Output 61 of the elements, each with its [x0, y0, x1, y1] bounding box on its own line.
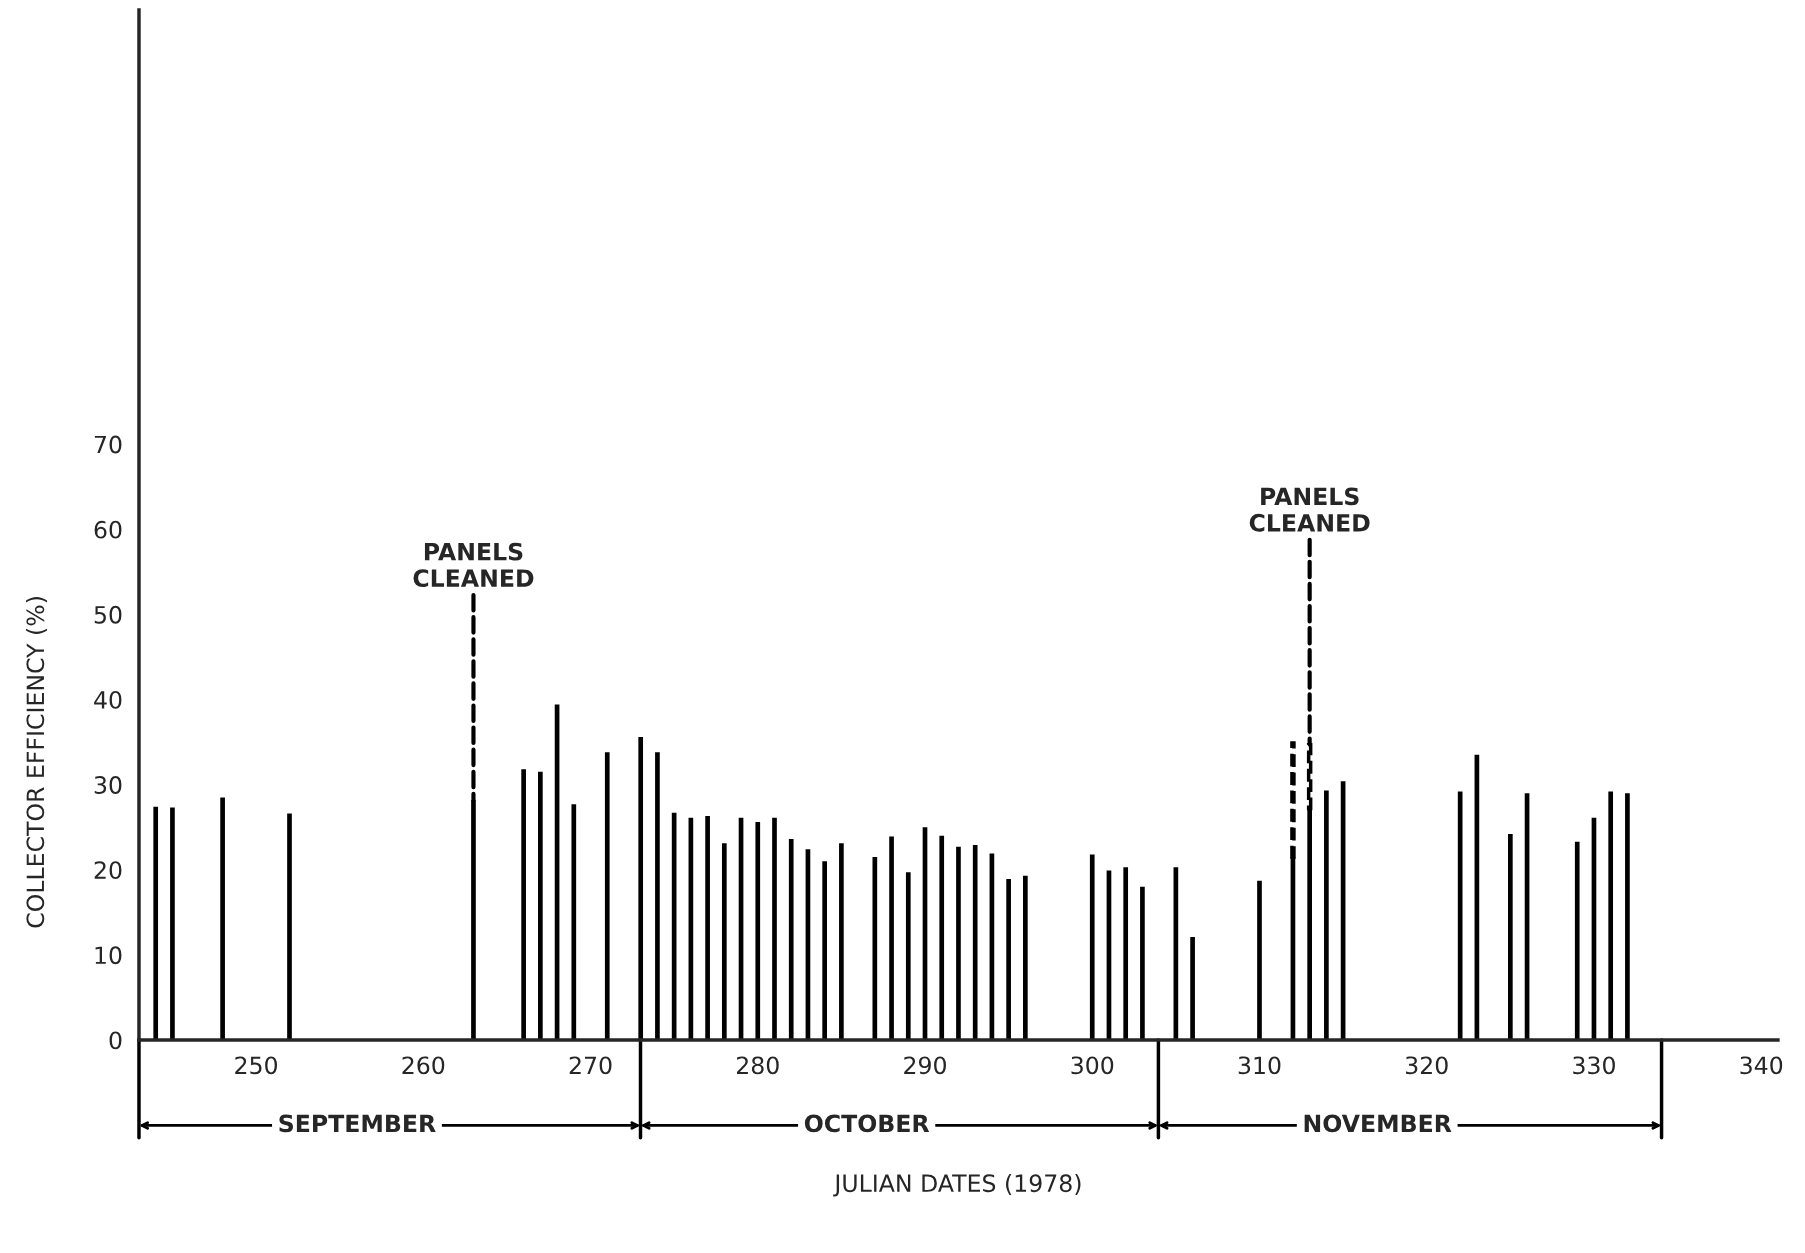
- bar: [571, 804, 577, 1040]
- bar: [170, 807, 175, 1040]
- annotation: PANELS CLEANED: [1249, 487, 1370, 532]
- x-tick-label: 260: [402, 1056, 445, 1075]
- bar: [1508, 834, 1513, 1040]
- bar: [521, 769, 526, 1040]
- bar: [1123, 867, 1129, 1040]
- bar: [972, 845, 978, 1040]
- bar: [1608, 791, 1614, 1040]
- bar: [604, 752, 610, 1040]
- bar: [1023, 875, 1028, 1040]
- x-axis-title: JULIAN DATES (1978): [833, 1173, 1081, 1197]
- bar: [939, 835, 945, 1040]
- bar: [788, 839, 794, 1040]
- bar: [822, 861, 828, 1040]
- bar: [905, 872, 911, 1040]
- y-tick-label: 10: [95, 946, 122, 965]
- y-tick-label: 60: [94, 520, 122, 539]
- bar: [538, 771, 543, 1040]
- bar: [721, 843, 727, 1040]
- y-tick-label: 40: [94, 690, 122, 709]
- y-axis-title: COLLECTOR EFFICIENCY (%): [26, 597, 48, 928]
- x-tick-label: 340: [1740, 1056, 1783, 1075]
- bar: [220, 797, 225, 1040]
- bar: [1006, 879, 1011, 1040]
- y-tick-label: 20: [94, 861, 122, 880]
- bar: [1140, 886, 1145, 1040]
- bar: [1190, 936, 1195, 1040]
- y-tick-label: 50: [94, 605, 122, 624]
- bar: [956, 846, 961, 1040]
- y-tick-label: 70: [94, 435, 122, 454]
- x-tick-label: 290: [904, 1056, 946, 1075]
- bar: [638, 736, 644, 1040]
- bar: [153, 806, 159, 1040]
- bar: [889, 836, 894, 1040]
- bar: [1324, 790, 1329, 1040]
- bar: [1257, 880, 1262, 1040]
- x-tick-label: 270: [569, 1056, 612, 1075]
- bar: [1089, 854, 1095, 1040]
- text: OCTOBER: [804, 1114, 930, 1133]
- bar: [1625, 793, 1630, 1040]
- x-tick-label: 280: [736, 1056, 779, 1075]
- bar: [287, 813, 292, 1040]
- bar: [1574, 841, 1580, 1040]
- bar: [705, 816, 710, 1040]
- x-tick-label: 320: [1405, 1056, 1448, 1075]
- x-tick-label: 300: [1071, 1056, 1114, 1075]
- bar: [872, 856, 878, 1040]
- x-tick-label: 310: [1238, 1056, 1281, 1075]
- bar: [755, 822, 761, 1040]
- x-tick-label: 330: [1573, 1056, 1615, 1075]
- text: SEPTEMBER: [279, 1114, 436, 1133]
- bar: [772, 817, 777, 1040]
- annotation: PANELS CLEANED: [413, 542, 534, 588]
- bar: [655, 752, 660, 1040]
- bar: [839, 843, 844, 1040]
- y-tick-label: 30: [94, 776, 122, 794]
- x-tick-label: 250: [235, 1056, 278, 1075]
- bar: [1457, 791, 1463, 1040]
- text: NOVEMBER: [1304, 1114, 1452, 1133]
- y-tick-label: 0: [109, 1031, 122, 1050]
